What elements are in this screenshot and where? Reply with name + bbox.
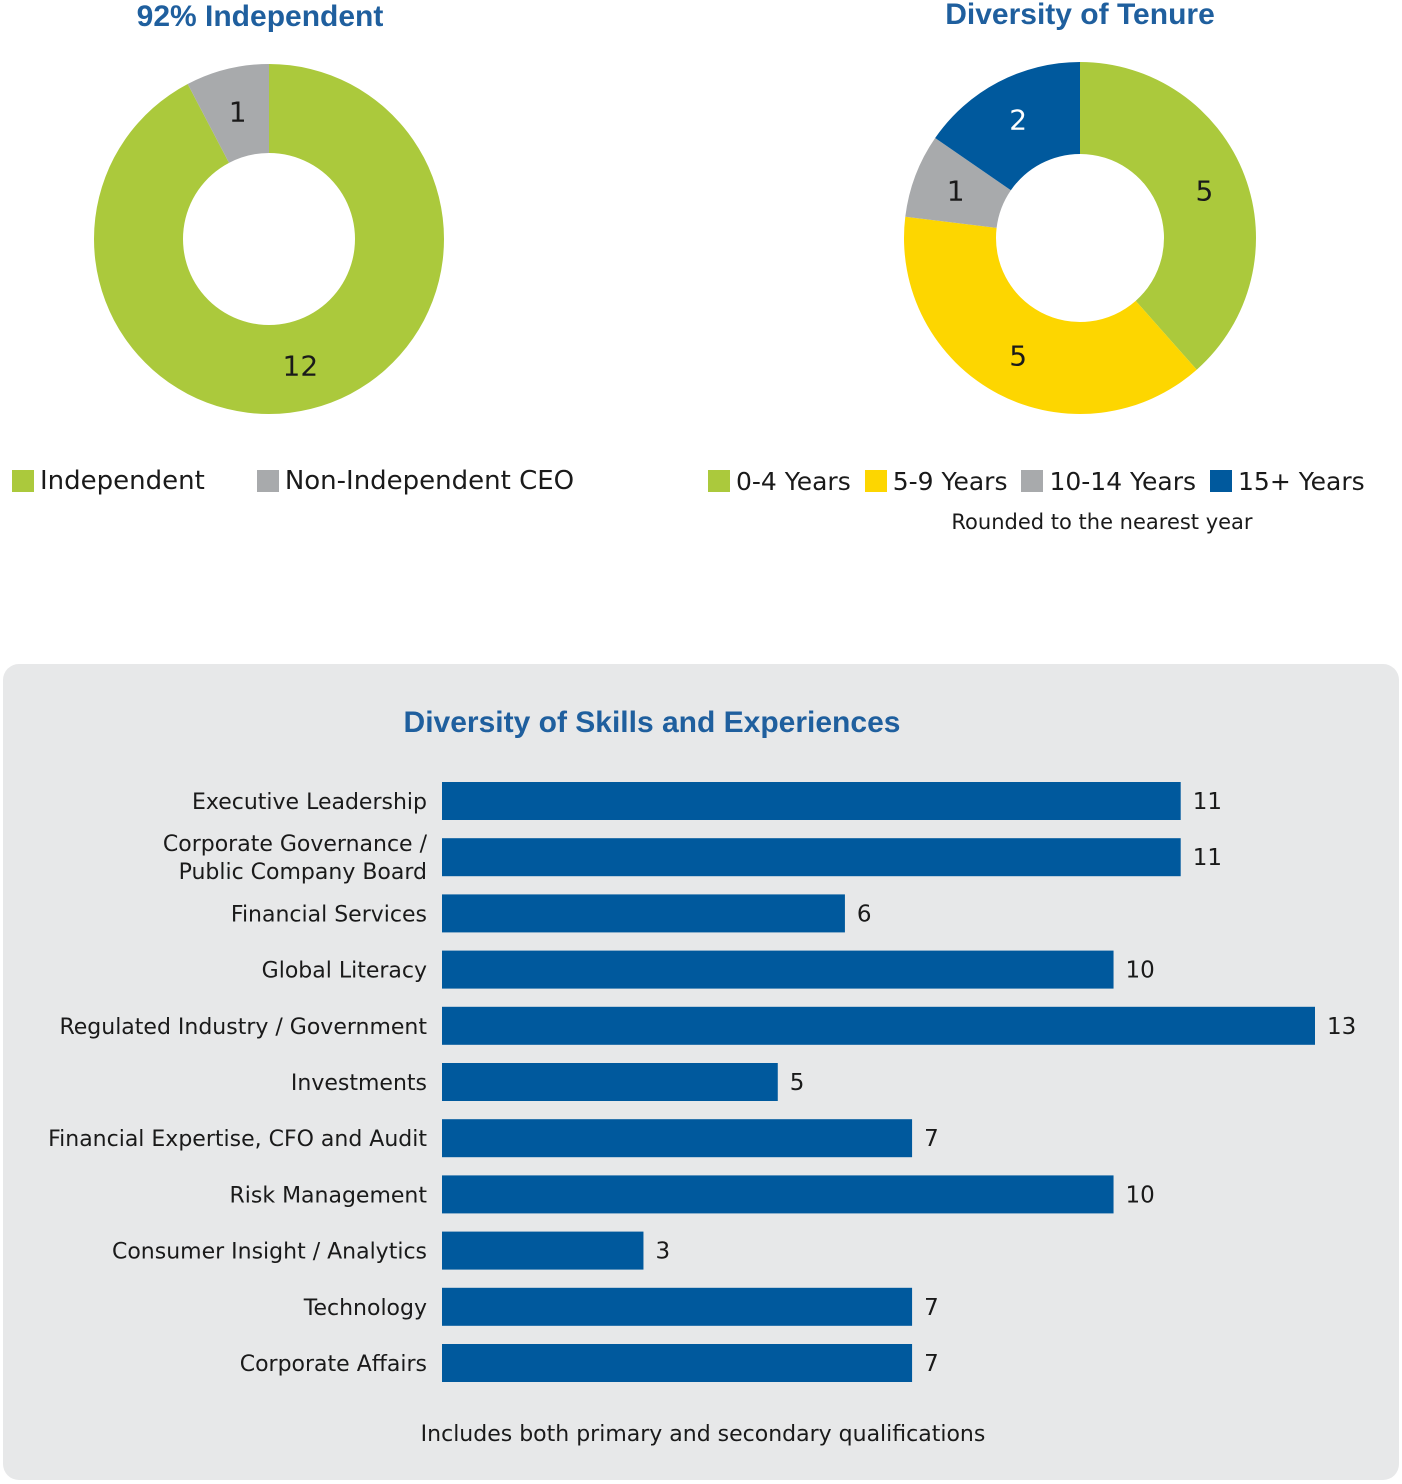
donut-label-5-9-years: 5	[1009, 339, 1027, 372]
legend-swatch-independent	[12, 470, 34, 492]
tenure-donut-chart: 5 5 1 2	[904, 62, 1256, 414]
independence-legend: Independent Non-Independent CEO	[12, 464, 574, 498]
skills-panel	[3, 664, 1399, 1480]
skills-footnote: Includes both primary and secondary qual…	[420, 1422, 986, 1447]
legend-label-non-independent-ceo: Non-Independent CEO	[284, 466, 575, 496]
legend-label-15-plus-years: 15+ Years	[1238, 466, 1365, 496]
skills-chart-title: Diversity of Skills and Experiences	[403, 706, 901, 739]
legend-swatch-5-9-years	[864, 470, 887, 492]
donut-label-0-4-years: 5	[1195, 174, 1213, 207]
donut-slice-independent	[93, 64, 444, 414]
tenure-legend: 0-4 Years 5-9 Years 10-14 Years 15+ Year…	[708, 464, 1365, 498]
legend-item-0-4-years: 0-4 Years	[708, 467, 851, 496]
legend-item-non-independent-ceo: Non-Independent CEO	[256, 466, 575, 496]
legend-swatch-10-14-years	[1021, 470, 1044, 492]
legend-swatch-15-plus-years	[1210, 470, 1233, 492]
donut-slice-10-14-years	[905, 138, 1011, 228]
independence-chart-title: 92% Independent	[136, 0, 384, 33]
legend-label-10-14-years: 10-14 Years	[1049, 466, 1197, 496]
legend-swatch-0-4-years	[708, 470, 730, 492]
donut-slice-non-independent-ceo	[187, 64, 269, 163]
donut-slice-15-plus-years	[935, 62, 1080, 191]
legend-label-independent: Independent	[40, 466, 205, 496]
legend-item-10-14-years: 10-14 Years	[1021, 467, 1196, 496]
legend-item-15-plus-years: 15+ Years	[1210, 467, 1365, 496]
donut-label-non-independent-ceo: 1	[229, 95, 247, 128]
tenure-footnote: Rounded to the nearest year	[951, 510, 1253, 534]
legend-swatch-non-independent-ceo	[256, 470, 279, 492]
tenure-chart-title: Diversity of Tenure	[945, 0, 1215, 31]
donut-slice-5-9-years	[904, 216, 1197, 414]
donut-label-15-plus-years: 2	[1009, 104, 1027, 137]
donut-label-10-14-years: 1	[947, 174, 965, 207]
legend-label-0-4-years: 0-4 Years	[736, 466, 851, 496]
donut-label-independent: 12	[283, 350, 319, 383]
legend-label-5-9-years: 5-9 Years	[892, 466, 1008, 496]
legend-item-5-9-years: 5-9 Years	[864, 466, 1008, 496]
independence-donut-chart: 12 1	[93, 64, 444, 414]
donut-slice-0-4-years	[1080, 62, 1256, 370]
legend-item-independent: Independent	[12, 466, 205, 496]
